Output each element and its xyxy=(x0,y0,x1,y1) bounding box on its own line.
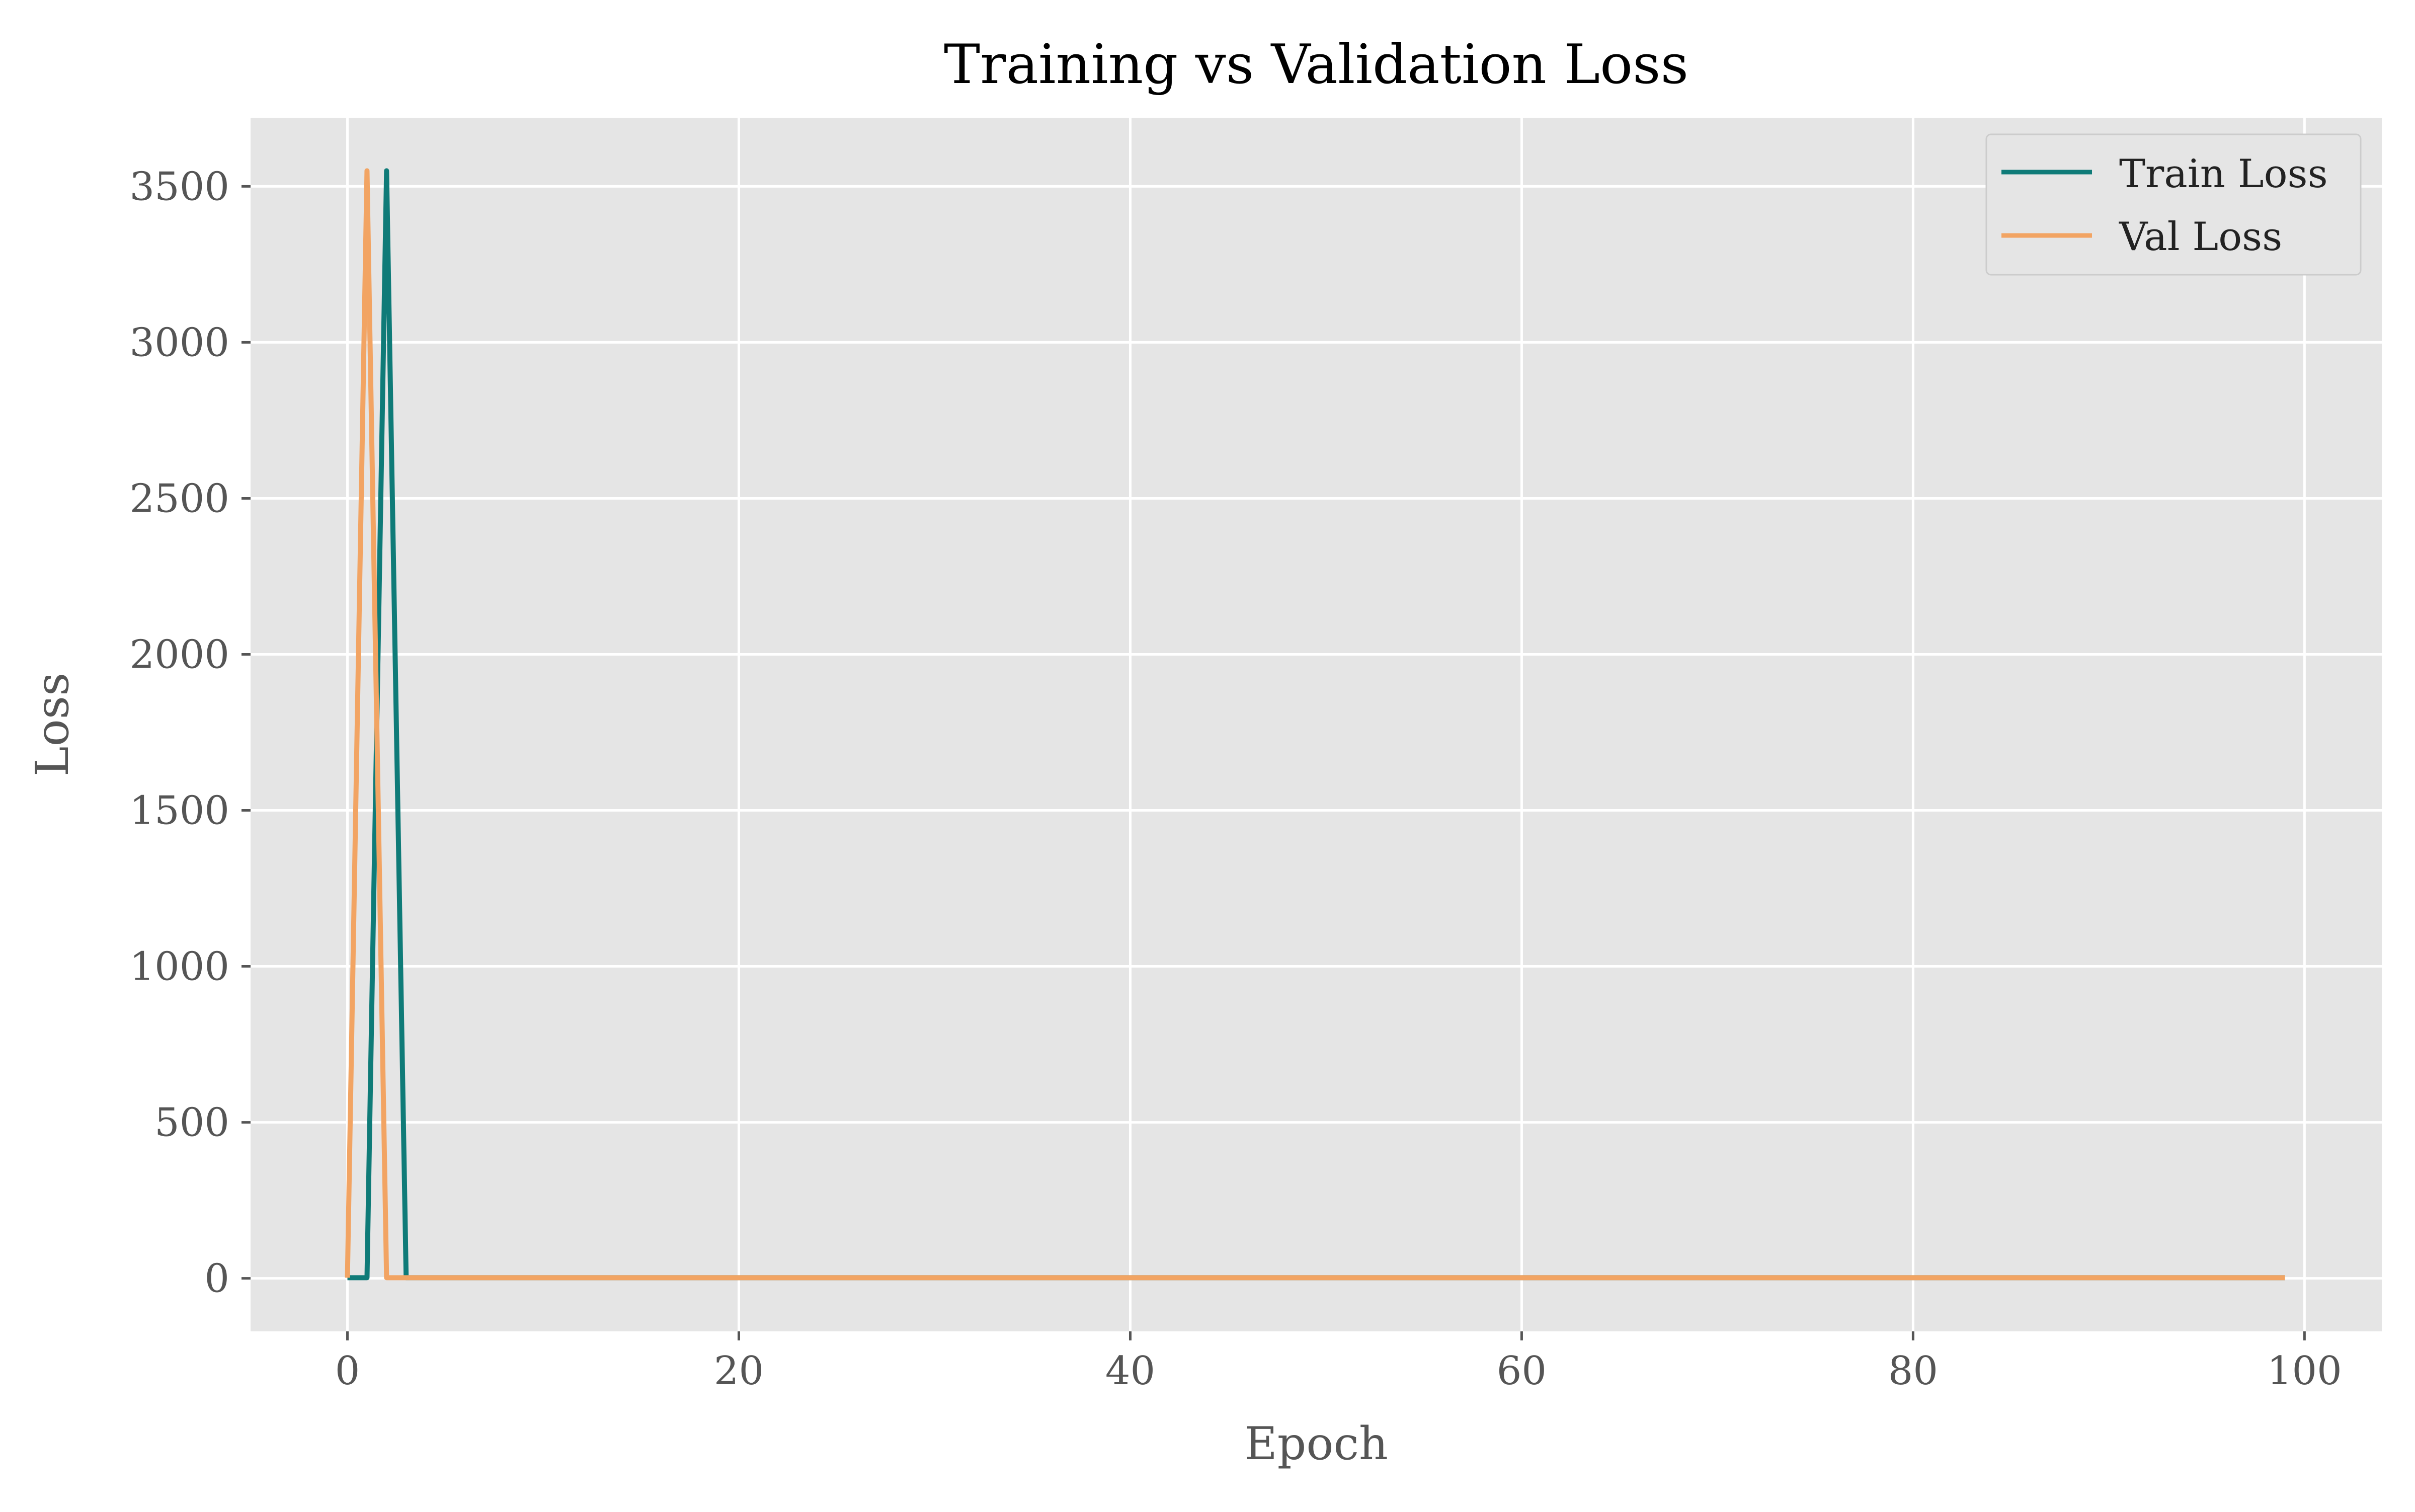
y-tick-label: 1000 xyxy=(129,944,229,990)
x-tick-label: 60 xyxy=(1497,1348,1547,1394)
plot-area xyxy=(251,118,2382,1331)
x-tick-label: 100 xyxy=(2267,1348,2342,1394)
y-tick-label: 0 xyxy=(204,1256,229,1302)
x-tick-label: 0 xyxy=(335,1348,360,1394)
legend-label-val-loss: Val Loss xyxy=(2119,214,2282,260)
legend-label-train-loss: Train Loss xyxy=(2119,151,2328,197)
x-tick-label: 80 xyxy=(1888,1348,1938,1394)
y-tick-label: 2000 xyxy=(129,632,229,677)
y-tick-label: 1500 xyxy=(129,788,229,834)
grid-lines xyxy=(251,118,2382,1331)
series-lines xyxy=(345,168,2285,1281)
axis-ticks xyxy=(242,185,2306,1340)
x-axis-label: Epoch xyxy=(1244,1417,1388,1470)
x-tick-label: 20 xyxy=(714,1348,764,1394)
legend: Train Loss Val Loss xyxy=(1985,133,2362,276)
y-tick-label: 3000 xyxy=(129,320,229,365)
y-tick-label: 2500 xyxy=(129,476,229,521)
legend-box xyxy=(1985,133,2362,276)
y-axis-label: Loss xyxy=(26,673,79,776)
y-tick-label: 500 xyxy=(154,1100,229,1146)
y-tick-label: 3500 xyxy=(129,164,229,209)
val-loss-line xyxy=(345,168,2285,1281)
x-tick-label: 40 xyxy=(1105,1348,1155,1394)
chart-title: Training vs Validation Loss xyxy=(944,33,1688,96)
